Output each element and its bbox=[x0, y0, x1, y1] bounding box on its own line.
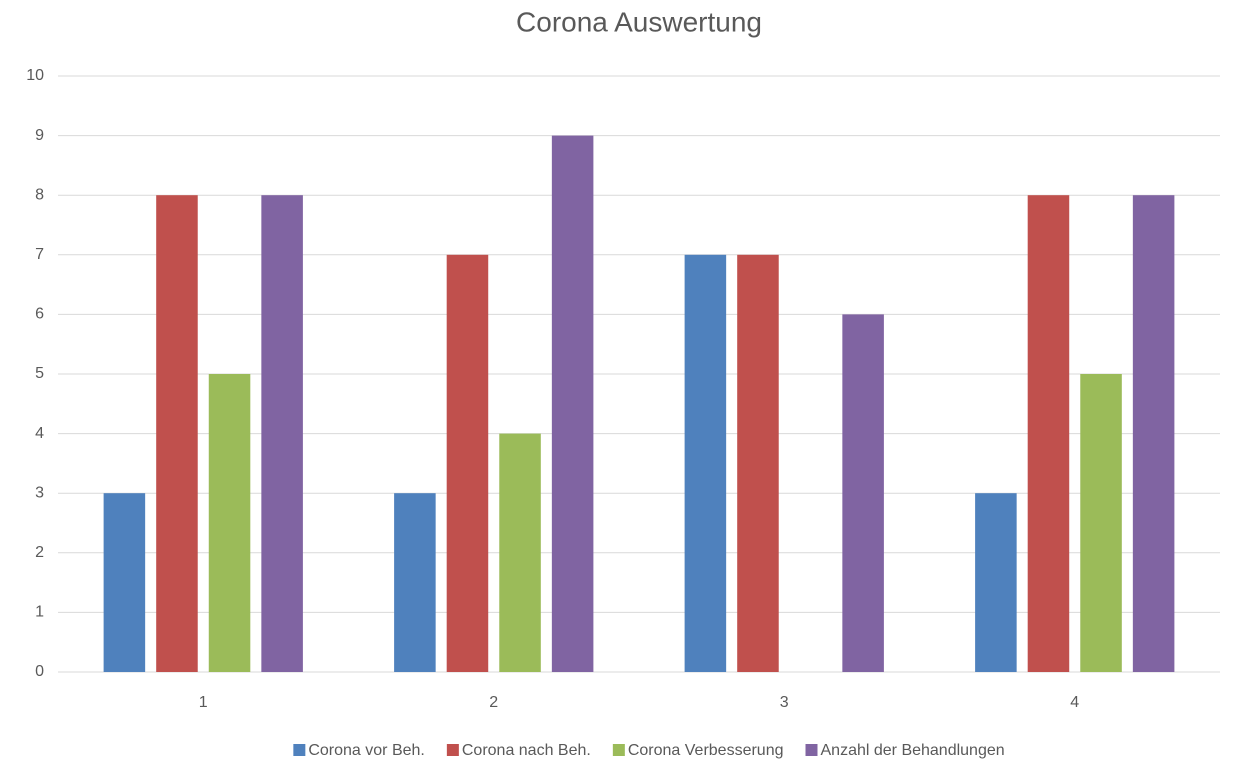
y-tick-label: 0 bbox=[35, 663, 44, 680]
bar bbox=[1027, 195, 1070, 672]
bar bbox=[737, 254, 779, 673]
legend-swatch bbox=[446, 744, 459, 756]
y-tick-label: 5 bbox=[35, 365, 44, 382]
bar bbox=[499, 433, 541, 672]
bar bbox=[551, 135, 594, 673]
y-tick-label: 6 bbox=[35, 306, 44, 323]
bar bbox=[261, 195, 303, 672]
y-tick-label: 4 bbox=[35, 425, 44, 442]
y-tick-label: 10 bbox=[26, 67, 44, 84]
y-tick-label: 9 bbox=[35, 127, 44, 144]
x-tick-label: 4 bbox=[1070, 694, 1079, 711]
bar bbox=[156, 195, 198, 672]
bar bbox=[1132, 195, 1175, 672]
bar bbox=[1080, 374, 1122, 672]
bar bbox=[842, 314, 884, 672]
bar bbox=[103, 493, 146, 672]
y-tick-label: 7 bbox=[35, 246, 44, 263]
legend-label: Corona Verbesserung bbox=[628, 742, 784, 759]
chart-title: Corona Auswertung bbox=[516, 6, 762, 37]
legend-swatch bbox=[612, 744, 625, 756]
y-tick-label: 3 bbox=[35, 484, 44, 501]
legend: Corona vor Beh. Corona nach Beh. Corona Ve… bbox=[293, 742, 1005, 759]
bar bbox=[684, 254, 727, 673]
x-tick-label: 2 bbox=[489, 694, 498, 711]
legend-label: Corona vor Beh. bbox=[308, 742, 425, 759]
y-tick-label: 2 bbox=[35, 544, 44, 561]
y-tick-label: 8 bbox=[35, 186, 44, 203]
legend-label: Anzahl der Behandlungen bbox=[821, 742, 1005, 759]
legend-swatch bbox=[805, 744, 818, 756]
x-tick-label: 3 bbox=[780, 694, 789, 711]
bar bbox=[446, 254, 489, 673]
y-tick-label: 1 bbox=[35, 604, 44, 621]
bar bbox=[975, 493, 1017, 672]
legend-label: Corona nach Beh. bbox=[462, 742, 591, 759]
legend-swatch bbox=[293, 744, 306, 756]
bar bbox=[208, 374, 251, 672]
bar bbox=[394, 493, 436, 672]
x-tick-label: 1 bbox=[199, 694, 208, 711]
